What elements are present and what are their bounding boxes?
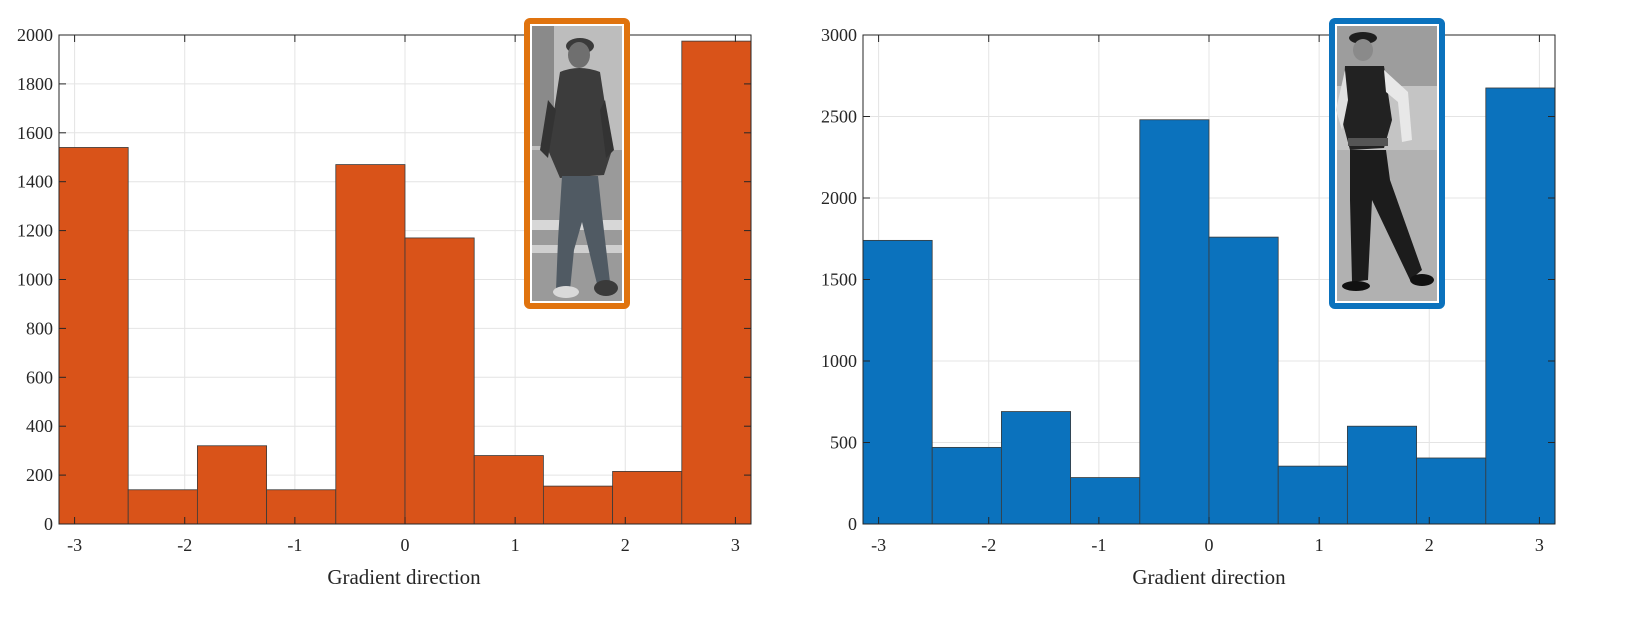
x-tick-label: -1 (1091, 535, 1106, 555)
y-tick-label: 200 (26, 465, 53, 485)
y-tick-label: 600 (26, 367, 53, 387)
histogram-bars (862, 87, 1556, 525)
x-tick-labels: -3 -2 -1 0 1 2 3 (871, 535, 1544, 555)
histogram-bar-6 (473, 455, 544, 525)
y-tick-label: 1200 (17, 221, 53, 241)
histogram-bars (58, 40, 752, 525)
histogram-bar-7 (542, 485, 614, 525)
x-tick-label: -3 (871, 535, 886, 555)
y-tick-labels: 0 500 1000 1500 2000 2500 3000 (821, 25, 857, 534)
histogram-bar-6 (1277, 465, 1348, 525)
y-tick-labels: 0 200 400 600 800 1000 1200 1400 1600 1800 2000 (17, 25, 53, 534)
x-tick-label: -3 (67, 535, 82, 555)
x-tick-label: 1 (1315, 535, 1324, 555)
histogram-bar-0 (58, 147, 129, 525)
y-tick-label: 1600 (17, 123, 53, 143)
histogram-bar-5 (404, 237, 475, 525)
x-tick-label: -2 (981, 535, 996, 555)
x-tick-labels: -3 -2 -1 0 1 2 3 (67, 535, 740, 555)
histogram-bar-1 (931, 446, 1002, 525)
x-tick-label: 3 (1535, 535, 1544, 555)
x-tick-label: -2 (177, 535, 192, 555)
y-tick-label: 2500 (821, 107, 857, 127)
y-tick-label: 400 (26, 416, 53, 436)
histogram-bar-1 (127, 489, 198, 525)
histogram-bar-9 (1485, 87, 1556, 525)
histogram-bar-4 (335, 164, 406, 525)
y-tick-label: 2000 (821, 188, 857, 208)
pedestrian-figure-icon (540, 38, 618, 298)
histogram-bar-9 (681, 40, 752, 525)
y-tick-label: 2000 (17, 25, 53, 45)
histogram-bar-0 (862, 239, 933, 525)
y-tick-label: 1400 (17, 172, 53, 192)
y-tick-label: 1000 (821, 351, 857, 371)
x-axis-label: Gradient direction (1132, 565, 1286, 589)
histogram-bar-8 (1416, 457, 1487, 525)
y-tick-label: 3000 (821, 25, 857, 45)
x-tick-label: 0 (401, 535, 410, 555)
y-tick-label: 1000 (17, 270, 53, 290)
histogram-bar-2 (196, 445, 268, 525)
police-officer-inset-photo (1329, 18, 1445, 309)
y-tick-label: 1800 (17, 74, 53, 94)
y-tick-label: 500 (830, 433, 857, 453)
histogram-bar-2 (1000, 411, 1072, 525)
histogram-bar-5 (1208, 236, 1279, 525)
x-axis-label: Gradient direction (327, 565, 481, 589)
x-tick-label: -1 (287, 535, 302, 555)
x-tick-label: 1 (511, 535, 520, 555)
y-tick-label: 800 (26, 318, 53, 338)
histogram-bar-3 (1070, 477, 1141, 525)
histogram-right: -3 -2 -1 0 1 2 3 0 500 1000 1500 2000 2500 3000 Grad… (821, 18, 1556, 589)
y-tick-label: 0 (44, 514, 53, 534)
histogram-bar-4 (1139, 119, 1210, 525)
police-officer-figure-icon (1336, 32, 1434, 291)
x-tick-label: 3 (731, 535, 740, 555)
pedestrian-inset-photo (524, 18, 630, 309)
y-tick-label: 1500 (821, 270, 857, 290)
histogram-bar-3 (266, 489, 337, 525)
histogram-bar-8 (612, 471, 683, 525)
x-tick-label: 2 (1425, 535, 1434, 555)
y-tick-label: 0 (848, 514, 857, 534)
histogram-left: -3 -2 -1 0 1 2 3 0 200 400 600 800 1000 1200 1400 1600… (17, 18, 752, 589)
histogram-bar-7 (1346, 425, 1418, 525)
x-tick-label: 0 (1205, 535, 1214, 555)
x-tick-label: 2 (621, 535, 630, 555)
